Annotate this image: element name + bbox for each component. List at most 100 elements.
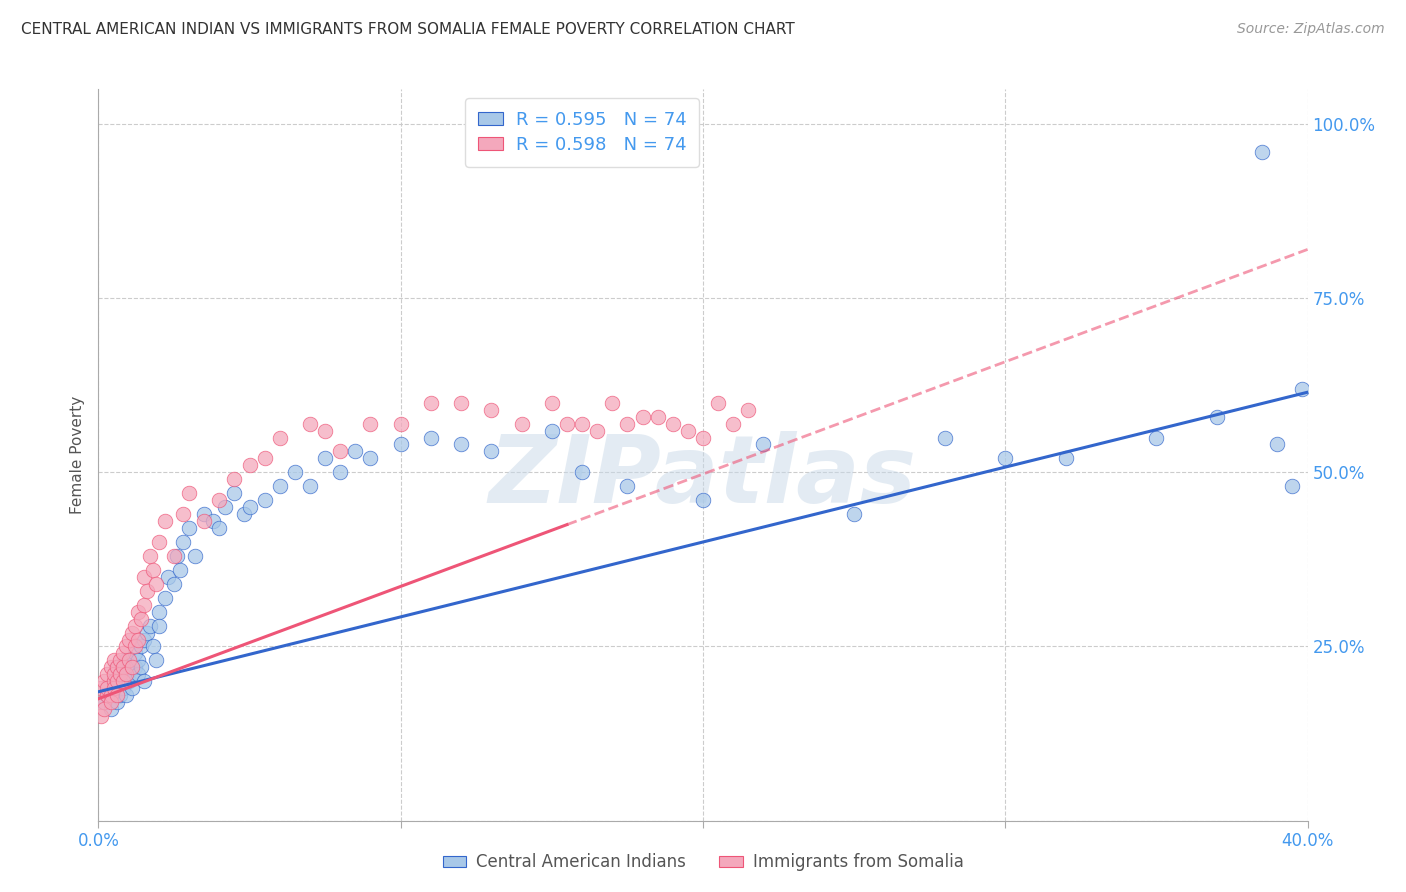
Point bbox=[124, 647, 146, 661]
Point bbox=[100, 660, 122, 674]
Point bbox=[602, 395, 624, 409]
Point bbox=[105, 674, 128, 689]
Point bbox=[135, 625, 157, 640]
Point bbox=[555, 417, 578, 431]
Point bbox=[179, 486, 201, 500]
Point bbox=[96, 681, 118, 696]
Point bbox=[299, 479, 322, 493]
Point bbox=[132, 674, 155, 689]
Point bbox=[111, 647, 134, 661]
Point bbox=[253, 451, 276, 466]
Point bbox=[232, 507, 254, 521]
Point bbox=[105, 688, 128, 702]
Point bbox=[510, 417, 533, 431]
Point bbox=[114, 667, 136, 681]
Point bbox=[1281, 479, 1303, 493]
Point bbox=[389, 437, 412, 451]
Point bbox=[132, 598, 155, 612]
Point bbox=[224, 486, 246, 500]
Point bbox=[108, 667, 131, 681]
Point bbox=[481, 402, 503, 417]
Point bbox=[1267, 437, 1289, 451]
Point bbox=[93, 695, 115, 709]
Point bbox=[692, 493, 714, 508]
Point bbox=[90, 709, 112, 723]
Point bbox=[737, 402, 759, 417]
Point bbox=[103, 674, 125, 689]
Point bbox=[156, 570, 179, 584]
Point bbox=[420, 395, 443, 409]
Point bbox=[145, 576, 167, 591]
Point bbox=[389, 417, 412, 431]
Point bbox=[269, 430, 291, 444]
Point bbox=[193, 514, 215, 528]
Point bbox=[616, 479, 638, 493]
Point bbox=[148, 535, 170, 549]
Point bbox=[111, 660, 134, 674]
Point bbox=[269, 479, 291, 493]
Point bbox=[114, 640, 136, 654]
Text: ZIPatlas: ZIPatlas bbox=[489, 431, 917, 523]
Point bbox=[153, 591, 176, 605]
Point bbox=[166, 549, 188, 563]
Point bbox=[127, 632, 149, 647]
Point bbox=[129, 612, 152, 626]
Point bbox=[994, 451, 1017, 466]
Point bbox=[114, 667, 136, 681]
Point bbox=[124, 640, 146, 654]
Point bbox=[540, 395, 562, 409]
Point bbox=[124, 618, 146, 632]
Point bbox=[105, 695, 128, 709]
Point bbox=[142, 563, 165, 577]
Point bbox=[96, 688, 118, 702]
Point bbox=[132, 632, 155, 647]
Point bbox=[111, 681, 134, 696]
Point bbox=[127, 653, 149, 667]
Point bbox=[239, 458, 262, 473]
Point bbox=[314, 424, 336, 438]
Point bbox=[163, 576, 186, 591]
Point bbox=[139, 618, 162, 632]
Point bbox=[329, 444, 352, 458]
Point bbox=[662, 417, 685, 431]
Point bbox=[148, 605, 170, 619]
Point bbox=[1054, 451, 1077, 466]
Point bbox=[844, 507, 866, 521]
Point bbox=[224, 472, 246, 486]
Text: CENTRAL AMERICAN INDIAN VS IMMIGRANTS FROM SOMALIA FEMALE POVERTY CORRELATION CH: CENTRAL AMERICAN INDIAN VS IMMIGRANTS FR… bbox=[21, 22, 794, 37]
Point bbox=[1291, 382, 1313, 396]
Point bbox=[450, 395, 472, 409]
Point bbox=[647, 409, 669, 424]
Point bbox=[100, 702, 122, 716]
Point bbox=[93, 702, 115, 716]
Point bbox=[1206, 409, 1229, 424]
Point bbox=[118, 660, 141, 674]
Point bbox=[108, 688, 131, 702]
Point bbox=[114, 688, 136, 702]
Point bbox=[129, 660, 152, 674]
Point bbox=[103, 667, 125, 681]
Point bbox=[96, 667, 118, 681]
Point bbox=[108, 653, 131, 667]
Point bbox=[202, 514, 225, 528]
Point bbox=[208, 521, 231, 535]
Point bbox=[571, 466, 593, 480]
Point bbox=[124, 660, 146, 674]
Point bbox=[1251, 145, 1274, 159]
Point bbox=[344, 444, 367, 458]
Point bbox=[616, 417, 638, 431]
Point bbox=[103, 681, 125, 696]
Legend: Central American Indians, Immigrants from Somalia: Central American Indians, Immigrants fro… bbox=[436, 847, 970, 878]
Point bbox=[103, 674, 125, 689]
Point bbox=[239, 500, 262, 515]
Point bbox=[135, 583, 157, 598]
Point bbox=[329, 466, 352, 480]
Point bbox=[129, 640, 152, 654]
Point bbox=[127, 667, 149, 681]
Point bbox=[145, 653, 167, 667]
Point bbox=[132, 570, 155, 584]
Point bbox=[108, 667, 131, 681]
Point bbox=[105, 660, 128, 674]
Point bbox=[114, 653, 136, 667]
Point bbox=[420, 430, 443, 444]
